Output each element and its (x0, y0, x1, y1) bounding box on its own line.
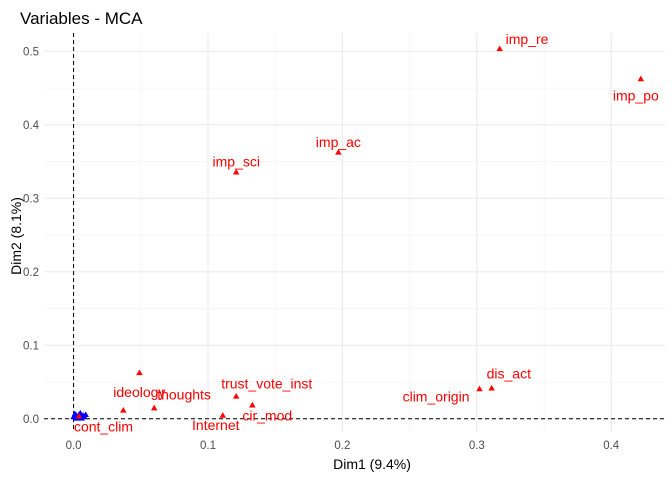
data-points (70, 45, 645, 421)
reference-lines (44, 33, 665, 432)
point-label: trust_vote_inst (221, 376, 312, 392)
x-tick-label: 0.2 (334, 440, 350, 452)
point-label: imp_sci (212, 154, 259, 170)
y-tick-label: 0.5 (23, 46, 39, 58)
data-point (476, 385, 483, 392)
data-point (150, 404, 158, 411)
y-axis-title: Dim2 (8.1%) (8, 197, 24, 275)
x-tick-label: 0.4 (603, 440, 620, 452)
point-label: Internet (192, 417, 240, 433)
chart-title: Variables - MCA (20, 9, 143, 28)
point-label: ideology (113, 384, 165, 400)
x-tick-label: 0.0 (66, 440, 82, 452)
minor-gridlines (44, 33, 665, 432)
data-point (637, 75, 645, 82)
point-label: dis_act (487, 366, 531, 382)
data-point (249, 401, 256, 408)
data-point (75, 412, 83, 419)
point-label: cont_clim (74, 419, 133, 435)
y-tick-label: 0.4 (23, 120, 40, 132)
data-point (219, 412, 227, 418)
axis-ticks: 0.0 0.1 0.2 0.3 0.4 0.0 0.1 0.2 0.3 0.4 0.5 (23, 46, 620, 452)
point-labels: imp_re imp_po imp_ac imp_sci dis_act clim_ori… (74, 31, 659, 434)
point-label: cir_mod (242, 408, 292, 424)
data-point (232, 168, 240, 175)
y-tick-label: 0.1 (23, 340, 39, 352)
major-gridlines (44, 33, 665, 432)
y-tick-label: 0.2 (23, 267, 39, 279)
data-point (488, 384, 495, 391)
data-point (136, 369, 143, 376)
point-label: imp_ac (316, 134, 361, 150)
y-tick-label: 0.0 (23, 414, 39, 426)
point-label: thoughts (157, 386, 211, 402)
x-axis-title: Dim1 (9.4%) (333, 456, 411, 472)
data-point (496, 45, 503, 52)
point-label: imp_re (506, 31, 549, 47)
y-tick-label: 0.3 (23, 193, 39, 205)
data-point (335, 149, 342, 155)
point-label: imp_po (613, 87, 659, 103)
data-point (232, 393, 240, 399)
x-tick-label: 0.3 (469, 440, 485, 452)
point-label: clim_origin (403, 388, 470, 404)
x-tick-label: 0.1 (200, 440, 216, 452)
unlabeled-point (82, 411, 89, 418)
data-point (120, 406, 127, 413)
